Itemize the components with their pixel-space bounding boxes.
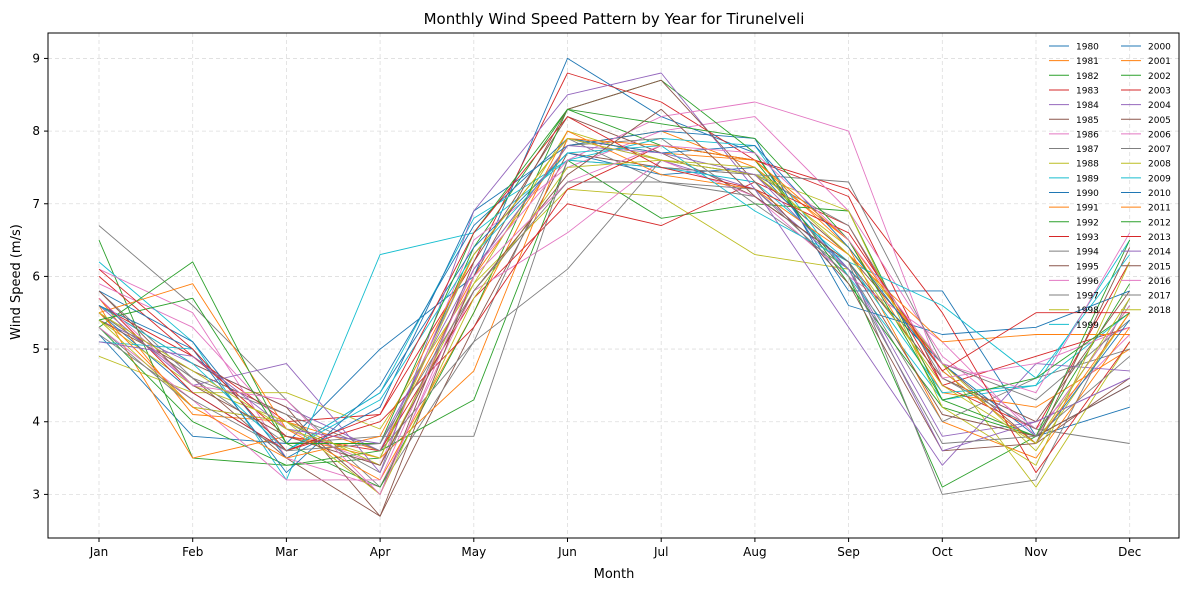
x-tick-label: Feb xyxy=(182,545,203,559)
x-tick-label: Dec xyxy=(1118,545,1141,559)
plot-frame xyxy=(47,32,1180,539)
legend-label: 1999 xyxy=(1076,321,1099,331)
y-axis-ticks: 3 4 5 6 7 8 9 xyxy=(32,51,48,501)
x-tick-label: Nov xyxy=(1024,545,1047,559)
legend-label: 1990 xyxy=(1076,189,1099,199)
series-line-2002 xyxy=(98,79,1131,488)
series-line-1985 xyxy=(98,152,1130,517)
legend-label: 2002 xyxy=(1148,72,1171,82)
legend-label: 2018 xyxy=(1148,306,1171,316)
legend-label: 2005 xyxy=(1148,116,1171,126)
y-tick-label: 9 xyxy=(32,51,40,65)
legend-label: 2007 xyxy=(1148,145,1171,155)
series-line-2003 xyxy=(98,145,1131,474)
series-line-2015 xyxy=(98,108,1130,466)
series-line-2018 xyxy=(98,137,1131,459)
x-axis-label: Month xyxy=(594,567,635,582)
legend-label: 1982 xyxy=(1076,72,1099,82)
legend-label: 2011 xyxy=(1148,204,1171,214)
legend-label: 1985 xyxy=(1076,116,1099,126)
chart-title: Monthly Wind Speed Pattern by Year for T… xyxy=(424,10,805,28)
legend-label: 2000 xyxy=(1148,43,1171,53)
series-line-1981 xyxy=(98,130,1130,452)
x-tick-label: Oct xyxy=(932,545,953,559)
legend-label: 2014 xyxy=(1148,248,1171,258)
legend-label: 1986 xyxy=(1076,130,1099,140)
series-line-1992 xyxy=(98,159,1131,466)
y-tick-label: 4 xyxy=(32,415,40,429)
x-tick-label: Mar xyxy=(275,545,298,559)
series-line-2017 xyxy=(98,181,1130,452)
legend-label: 2016 xyxy=(1148,277,1171,287)
series-line-2001 xyxy=(98,130,1130,481)
series-line-2007 xyxy=(98,159,1130,452)
y-tick-label: 3 xyxy=(32,487,40,501)
grid-lines xyxy=(48,33,1179,538)
series-line-2009 xyxy=(98,145,1131,452)
legend-label: 2009 xyxy=(1148,174,1171,184)
series-line-2011 xyxy=(98,137,1131,459)
legend-label: 2004 xyxy=(1148,101,1171,111)
legend-label: 2015 xyxy=(1148,262,1171,272)
legend-label: 2012 xyxy=(1148,218,1171,228)
legend-label: 1983 xyxy=(1076,86,1099,96)
legend-label: 1981 xyxy=(1076,57,1099,67)
series-line-1995 xyxy=(98,116,1131,495)
legend-label: 2010 xyxy=(1148,189,1171,199)
legend-label: 2008 xyxy=(1148,160,1171,170)
legend: 1980 1981 1982 1983 1984 1985 1986 1987 1988 1989… xyxy=(1049,43,1171,331)
x-tick-label: Jul xyxy=(653,545,668,559)
series-line-1988 xyxy=(98,188,1131,488)
legend-label: 2001 xyxy=(1148,57,1171,67)
y-tick-label: 5 xyxy=(32,342,40,356)
series-line-1983 xyxy=(98,72,1130,423)
legend-label: 1991 xyxy=(1076,204,1099,214)
legend-label: 1984 xyxy=(1076,101,1099,111)
series-line-1987 xyxy=(98,137,1131,495)
series-line-1991 xyxy=(98,137,1131,459)
x-tick-label: Jan xyxy=(89,545,109,559)
series-layer xyxy=(98,57,1131,517)
series-line-2014 xyxy=(98,145,1130,452)
y-tick-label: 8 xyxy=(32,124,40,138)
series-line-2005 xyxy=(98,79,1131,517)
legend-label: 1996 xyxy=(1076,277,1099,287)
series-line-1993 xyxy=(98,181,1131,452)
y-axis-label: Wind Speed (m/s) xyxy=(9,224,24,340)
x-tick-label: Aug xyxy=(743,545,766,559)
legend-label: 2003 xyxy=(1148,86,1171,96)
legend-label: 1993 xyxy=(1076,233,1099,243)
legend-label: 1989 xyxy=(1076,174,1099,184)
legend-label: 1980 xyxy=(1076,43,1099,53)
legend-label: 1992 xyxy=(1076,218,1099,228)
legend-label: 1998 xyxy=(1076,306,1099,316)
series-line-2016 xyxy=(98,145,1131,495)
legend-label: 2017 xyxy=(1148,292,1171,302)
y-tick-label: 7 xyxy=(32,197,40,211)
series-line-1982 xyxy=(98,108,1131,488)
legend-label: 1987 xyxy=(1076,145,1099,155)
x-tick-label: Sep xyxy=(837,545,860,559)
legend-label: 1997 xyxy=(1076,292,1099,302)
legend-label: 2006 xyxy=(1148,130,1171,140)
x-tick-label: Jun xyxy=(557,545,577,559)
legend-label: 2013 xyxy=(1148,233,1171,243)
series-line-2004 xyxy=(98,72,1130,474)
legend-label: 1994 xyxy=(1076,248,1099,258)
legend-label: 1988 xyxy=(1076,160,1099,170)
x-axis-ticks: Jan Feb Mar Apr May Jun Jul Aug Sep Oct Nov Dec xyxy=(89,538,1141,559)
x-tick-label: May xyxy=(461,545,486,559)
legend-label: 1995 xyxy=(1076,262,1099,272)
series-line-2006 xyxy=(98,101,1130,481)
series-line-1996 xyxy=(98,159,1131,488)
x-tick-label: Apr xyxy=(370,545,391,559)
y-tick-label: 6 xyxy=(32,269,40,283)
